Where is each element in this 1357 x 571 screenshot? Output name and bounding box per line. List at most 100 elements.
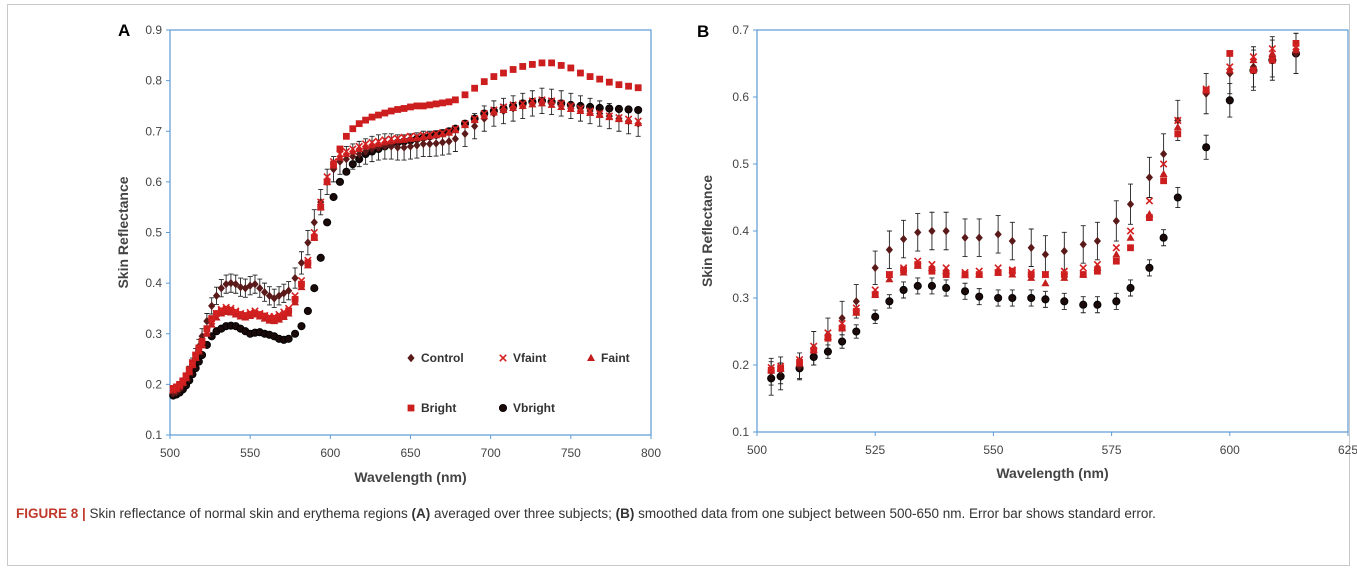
panel-b-point-control (975, 233, 983, 242)
panel-a-point-bright (227, 307, 235, 314)
panel-a-point-faint (586, 108, 595, 117)
panel-b-point-vfaint (809, 342, 818, 351)
panel-a-point-control (426, 139, 434, 149)
panel-a-point-vfaint (280, 308, 288, 316)
panel-a-point-vfaint (336, 150, 344, 158)
panel-a-point-faint (400, 135, 409, 143)
panel-b-xtick-label: 500 (747, 443, 767, 457)
panel-a-x-axis-title: Wavelength (nm) (354, 469, 466, 485)
panel-b-point-vbright (913, 281, 922, 290)
panel-b-series-vfaint (767, 42, 1300, 372)
panel-a-point-bright (317, 203, 325, 211)
panel-a-point-bright (519, 63, 527, 70)
panel-a-point-bright (480, 78, 488, 86)
panel-b-point-vfaint (1126, 227, 1135, 235)
panel-a-point-vfaint (368, 138, 376, 147)
panel-a-point-vfaint (270, 312, 278, 321)
panel-a-point-vfaint (538, 96, 546, 104)
panel-a-point-bright (270, 315, 278, 322)
panel-a-ytick-label: 0.9 (145, 23, 162, 37)
panel-a-point-vfaint (586, 107, 594, 115)
panel-a-point-faint (374, 139, 383, 147)
panel-a-point-faint (634, 118, 643, 127)
panel-b-ytick-label: 0.3 (732, 291, 749, 305)
panel-a-point-vbright (316, 253, 325, 262)
legend-label-bright: Bright (421, 401, 456, 415)
panel-a-point-vfaint (518, 99, 527, 108)
panel-b-point-vbright (809, 352, 818, 362)
panel-b-point-bright (961, 271, 969, 278)
panel-b-point-control (942, 226, 950, 236)
figure-canvas: 0.1 0.2 0.3 0.4 0.5 0.6 0.7 0.8 0.9 500 550 600 650 7… (115, 21, 1357, 485)
panel-a-point-vbright (310, 284, 319, 293)
panel-b-point-vbright (960, 287, 970, 296)
panel-a-point-bright (490, 73, 498, 80)
panel-a-point-bright (407, 103, 414, 111)
panel-a-point-bright (439, 99, 446, 107)
panel-a-point-vfaint (217, 305, 226, 314)
panel-a-point-vfaint (275, 310, 283, 319)
panel-b-point-bright (994, 269, 1002, 276)
panel-a-point-vfaint (470, 114, 479, 123)
panel-b-point-vbright (885, 297, 894, 306)
panel-a-ytick-label: 0.2 (145, 377, 162, 391)
panel-a-point-bright (336, 145, 344, 153)
panel-b-ytick-label: 0.2 (732, 358, 749, 372)
panel-a-point-faint (509, 103, 518, 111)
panel-a-point-faint (412, 134, 421, 142)
panel-a-point-bright (375, 111, 382, 119)
panel-a-point-bright (548, 59, 555, 67)
panel-a-point-bright (426, 101, 434, 109)
panel-a-point-faint (335, 153, 344, 161)
panel-a-point-vbright (605, 104, 614, 113)
panel-a-point-vfaint (499, 103, 508, 111)
panel-a-y-axis-title: Skin Reflectance (115, 176, 131, 288)
panel-a-point-control (291, 273, 299, 283)
panel-a-point-bright (349, 125, 357, 133)
panel-b-point-vfaint (767, 363, 775, 372)
panel-a-point-bright (192, 351, 200, 359)
panel-b-point-control (1160, 149, 1168, 159)
panel-a-point-control (438, 138, 447, 147)
panel-b-point-bright (1027, 271, 1035, 278)
legend-label-faint: Faint (601, 351, 630, 365)
panel-a-point-vfaint (605, 112, 614, 120)
panel-a-point-bright (310, 234, 318, 241)
panel-a-point-control (471, 121, 479, 131)
panel-a-point-control (251, 279, 259, 289)
panel-a-point-faint (566, 104, 575, 112)
panel-a-point-faint (547, 100, 556, 108)
panel-b-point-vfaint (1041, 270, 1050, 279)
panel-a-axes-frame (169, 29, 652, 436)
panel-b-point-vbright (1093, 300, 1102, 309)
panel-a-point-bright (330, 160, 337, 168)
panel-a-point-bright (615, 81, 623, 89)
panel-b-point-vfaint (1249, 53, 1258, 61)
caption-text-2: averaged over three subjects; (430, 506, 616, 521)
panel-a-point-vfaint (576, 104, 585, 113)
panel-b-ytick-label: 0.7 (732, 23, 749, 37)
panel-b-point-vfaint (994, 264, 1002, 272)
panel-b-point-vbright (994, 293, 1003, 303)
panel-a-point-faint (419, 133, 428, 141)
panel-a-point-control (461, 129, 469, 138)
panel-a-point-control (297, 258, 306, 268)
panel-a-point-bright (208, 315, 216, 322)
legend-marker-vfaint (499, 354, 507, 362)
panel-a-point-vbright (624, 105, 633, 114)
panel-b-point-vbright (1159, 233, 1168, 242)
caption-panel-b: (B) (615, 506, 635, 521)
panel-a-point-vfaint (480, 109, 489, 118)
panel-b-point-faint (1126, 233, 1135, 241)
panel-b-point-vfaint (871, 286, 879, 294)
panel-a-point-vfaint (185, 366, 194, 375)
panel-a-point-control (260, 288, 269, 297)
panel-a-point-bright (251, 310, 259, 317)
panel-b-point-bright (871, 291, 879, 299)
panel-a-point-bright (222, 306, 230, 313)
panel-a-point-control (362, 147, 370, 156)
panel-a-point-vfaint (329, 157, 338, 166)
panel-a-ytick-label: 0.4 (145, 276, 162, 290)
panel-b-point-bright (767, 366, 775, 374)
panel-b-xtick-label: 625 (1338, 443, 1357, 457)
